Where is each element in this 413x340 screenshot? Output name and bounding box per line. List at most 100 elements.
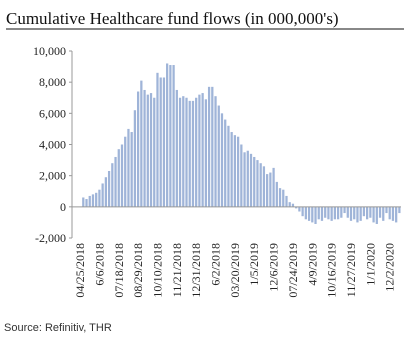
bar <box>204 99 207 207</box>
bar <box>346 206 349 218</box>
bar <box>233 135 237 207</box>
bar <box>349 206 353 221</box>
x-tick-label: 12/6/2019 <box>267 243 281 292</box>
bar <box>166 63 169 207</box>
bar <box>330 206 333 221</box>
bar <box>314 206 317 224</box>
x-tick-label: 1/5/2019 <box>247 243 261 286</box>
bar <box>120 144 124 207</box>
bar <box>340 206 343 218</box>
bar <box>136 91 140 207</box>
x-tick-label: 07/18/2018 <box>112 243 126 298</box>
bar <box>207 86 211 207</box>
x-tick-label: 6/2/2018 <box>209 243 223 286</box>
bar <box>156 72 159 207</box>
bar <box>385 206 388 214</box>
bar <box>336 206 340 220</box>
bar <box>188 100 191 207</box>
bar <box>307 206 311 221</box>
bar <box>259 163 262 207</box>
bar <box>107 170 111 207</box>
bar <box>114 156 117 207</box>
bar <box>149 93 153 207</box>
bar <box>85 199 88 207</box>
x-tick-label: 03/20/2019 <box>228 243 242 298</box>
y-tick-label: 10,000 <box>33 44 66 58</box>
bar <box>278 188 282 207</box>
bar <box>195 97 198 207</box>
bar <box>343 206 346 214</box>
bar <box>382 206 385 221</box>
x-tick-label: 07/24/2019 <box>286 243 300 298</box>
bar <box>104 177 107 207</box>
bar <box>198 94 201 207</box>
bar <box>372 206 375 223</box>
bar <box>162 77 166 207</box>
bar <box>182 96 185 207</box>
bar <box>398 206 401 214</box>
bar <box>214 96 217 207</box>
bar <box>362 206 366 217</box>
bar <box>298 206 301 212</box>
bar <box>253 156 256 207</box>
bar <box>359 206 362 221</box>
bar <box>220 113 224 207</box>
x-tick-label: 4/9/2019 <box>305 243 319 286</box>
bar <box>262 166 266 207</box>
bar <box>395 206 398 223</box>
bar <box>175 89 178 207</box>
bar <box>356 206 359 223</box>
bar <box>201 93 204 207</box>
x-tick-label: 10/10/2018 <box>150 243 164 298</box>
x-tick-label: 6/6/2018 <box>92 243 106 286</box>
y-tick-label: 8,000 <box>39 75 66 89</box>
bar <box>211 86 214 207</box>
bar <box>178 97 182 207</box>
bar <box>249 153 253 207</box>
bar <box>230 132 233 207</box>
bar <box>88 195 91 207</box>
bar <box>82 197 85 207</box>
y-tick-label: 6,000 <box>39 106 66 120</box>
x-tick-label: 1/1/2020 <box>363 243 377 286</box>
bar <box>275 181 278 207</box>
bar <box>159 77 162 207</box>
bar <box>127 128 130 207</box>
bar <box>153 97 156 207</box>
bar <box>140 80 143 207</box>
bar <box>243 152 246 207</box>
bar <box>133 110 137 207</box>
y-tick-label: -2,000 <box>35 231 66 245</box>
bar <box>378 206 382 218</box>
bar <box>185 97 188 207</box>
bar <box>172 65 175 207</box>
bar <box>282 189 285 207</box>
bar <box>101 183 104 207</box>
bar <box>327 206 330 220</box>
source-note: Source: Refinitiv, THR <box>4 322 112 334</box>
bar <box>301 206 304 217</box>
bar <box>295 206 298 209</box>
bar <box>317 206 320 220</box>
bar <box>304 206 307 220</box>
bar <box>91 194 95 207</box>
bar <box>240 144 243 207</box>
bar <box>285 195 288 207</box>
bar <box>366 206 369 220</box>
bar <box>288 202 291 207</box>
bar <box>391 206 395 221</box>
x-tick-label: 12/31/2018 <box>189 243 203 298</box>
bar <box>353 206 356 220</box>
y-tick-label: 0 <box>60 200 66 214</box>
x-tick-label: 11/21/2018 <box>170 243 184 297</box>
bar <box>227 125 230 207</box>
y-tick-label: 4,000 <box>39 138 66 152</box>
x-tick-label: 08/29/2018 <box>131 243 145 298</box>
bar <box>191 100 195 207</box>
bar <box>324 206 327 218</box>
x-tick-label: 04/25/2018 <box>73 243 87 298</box>
bar <box>95 192 98 207</box>
bar <box>98 189 101 207</box>
bar <box>256 160 259 207</box>
